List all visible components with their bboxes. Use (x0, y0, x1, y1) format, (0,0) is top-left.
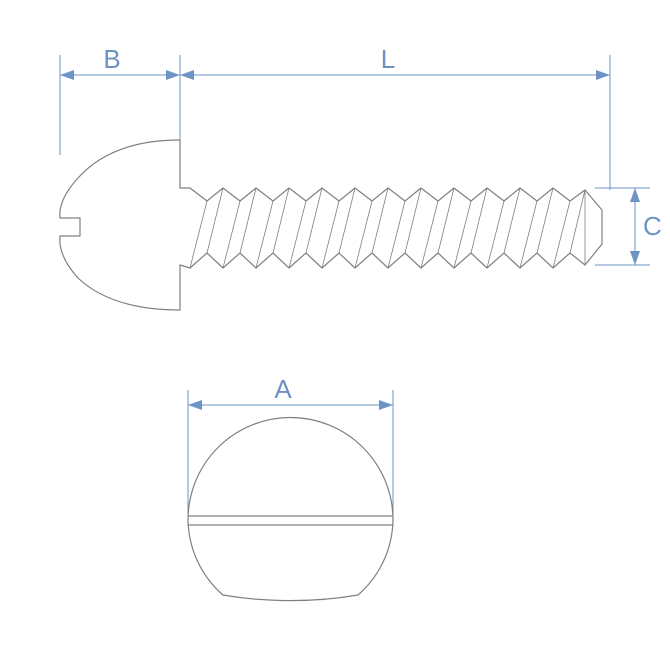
screw-technical-drawing: B L C (0, 0, 670, 670)
dimension-L: L (180, 44, 610, 190)
label-C: C (643, 211, 662, 241)
dimension-A: A (188, 374, 393, 522)
label-A: A (274, 374, 292, 404)
dimension-B: B (60, 44, 180, 155)
screw-shaft (180, 188, 602, 268)
label-L: L (381, 44, 395, 74)
dimension-C: C (595, 188, 662, 265)
label-B: B (103, 44, 120, 74)
screw-head-side (60, 140, 180, 310)
screw-head-top (188, 417, 393, 600)
